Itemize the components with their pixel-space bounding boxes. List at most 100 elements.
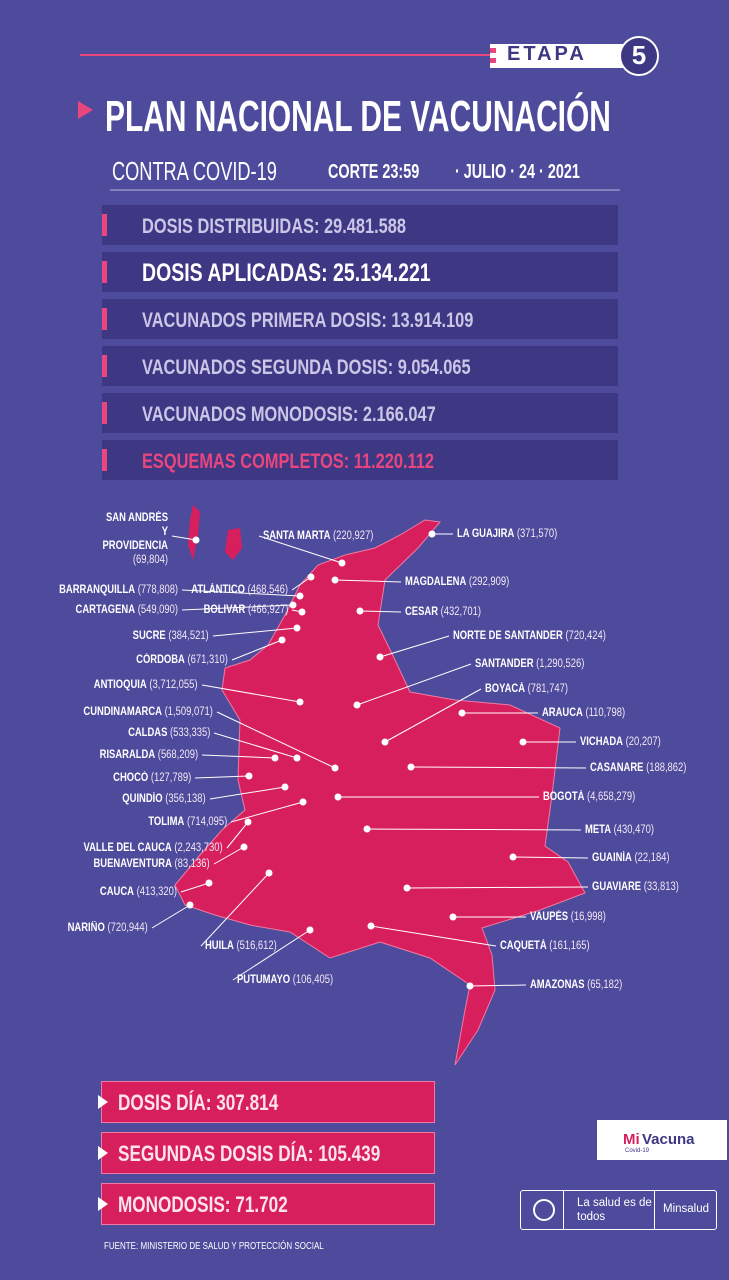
department-label: BOLIVAR (466,927) <box>185 603 288 617</box>
daily-line: SEGUNDAS DOSIS DÍA: 105.439 <box>118 1141 380 1167</box>
stat-accent <box>102 402 107 424</box>
badge-accent <box>490 48 496 53</box>
stat-label: VACUNADOS MONODOSIS: <box>142 403 359 426</box>
department-name: CASANARE <box>590 762 644 774</box>
department-dot <box>458 709 466 717</box>
stat-accent <box>102 261 107 283</box>
department-text: RISARALDA (568,209) <box>99 748 198 762</box>
department-label: MAGDALENA (292,909) <box>405 575 532 589</box>
stat-value: 25.134.221 <box>333 259 431 287</box>
stat-text: VACUNADOS MONODOSIS: 2.166.047 <box>142 403 519 427</box>
department-name: GUAVIARE <box>592 881 642 893</box>
department-label: VICHADA (20,207) <box>580 735 678 749</box>
date: · JULIO · 24 · 2021 <box>455 161 580 183</box>
leader-line <box>200 872 270 947</box>
department-label: SANTANDER (1,290,526) <box>475 657 608 671</box>
stat-text: ESQUEMAS COMPLETOS: 11.220.112 <box>142 450 516 474</box>
daily-text: MONODOSIS: 71.702 <box>118 1192 336 1218</box>
leader-line <box>410 766 587 769</box>
department-value: (161,165) <box>549 940 590 952</box>
department-name: ATLÁNTICO <box>191 584 246 596</box>
leader-line <box>359 610 402 613</box>
department-name: LA GUAJIRA <box>457 528 515 540</box>
leader-line <box>291 576 312 591</box>
department-dot <box>306 926 314 934</box>
department-text: VALLE DEL CAUCA (2,243,730) <box>84 841 223 855</box>
department-dot <box>298 608 306 616</box>
leader-line <box>181 589 301 597</box>
department-value: (3,712,055) <box>149 679 198 691</box>
island <box>188 505 200 560</box>
stat-value: 9.054.065 <box>397 356 471 379</box>
department-dot <box>293 624 301 632</box>
department-name: SANTANDER <box>475 658 534 670</box>
department-name: SAN ANDRÉS Y PROVIDENCIA <box>102 512 168 552</box>
department-value: (83,136) <box>174 858 210 870</box>
date-wrap: · JULIO · 24 · 2021 <box>455 161 628 184</box>
department-text: CAUCA (413,320) <box>100 885 177 899</box>
daily-triangle <box>98 1146 108 1160</box>
department-name: HUILA <box>205 940 234 952</box>
leader-line <box>334 579 402 583</box>
department-value: (468,546) <box>247 584 288 596</box>
department-value: (781,747) <box>527 683 568 695</box>
etapa-label: ETAPA <box>507 43 587 65</box>
leader-line <box>171 535 197 541</box>
department-value: (533,335) <box>169 727 210 739</box>
department-dot <box>428 530 436 538</box>
department-value: (384,521) <box>168 630 209 642</box>
department-dot <box>363 825 371 833</box>
department-text: SANTANDER (1,290,526) <box>475 657 584 671</box>
stat-text: VACUNADOS SEGUNDA DOSIS: 9.054.065 <box>142 356 563 380</box>
department-value: (356,138) <box>165 793 206 805</box>
department-value: (188,862) <box>646 762 687 774</box>
leader-line <box>379 635 450 658</box>
department-text: CUNDINAMARCA (1,509,071) <box>84 705 213 719</box>
department-label: META (430,470) <box>585 823 669 837</box>
daily-label: MONODOSIS: <box>118 1192 231 1217</box>
stat-row: ESQUEMAS COMPLETOS: 11.220.112 <box>102 440 618 480</box>
department-name: BUENAVENTURA <box>93 858 173 870</box>
department-value: (720,944) <box>107 922 148 934</box>
department-dot <box>245 772 253 780</box>
department-label: AMAZONAS (65,182) <box>530 978 643 992</box>
department-value: (413,320) <box>136 886 177 898</box>
department-value: (432,701) <box>440 606 482 618</box>
department-name: SANTA MARTA <box>263 530 331 542</box>
department-label: CALDAS (533,335) <box>110 726 210 740</box>
department-label: GUAVIARE (33,813) <box>592 880 698 894</box>
source: FUENTE: MINISTERIO DE SALUD Y PROTECCIÓN… <box>104 1241 324 1252</box>
department-dot <box>519 738 527 746</box>
department-dot <box>331 576 339 584</box>
department-text: CÓRDOBA (671,310) <box>136 653 228 667</box>
department-value: (568,209) <box>157 749 198 761</box>
department-name: CHOCÓ <box>112 772 149 784</box>
department-name: CÓRDOBA <box>136 654 186 666</box>
department-label: ARAUCA (110,798) <box>542 706 643 720</box>
department-dot <box>367 922 375 930</box>
daily-triangle <box>98 1197 108 1211</box>
department-name: TOLIMA <box>148 816 185 828</box>
department-label: CAUCA (413,320) <box>83 885 177 899</box>
department-name: CAQUETÁ <box>500 940 547 952</box>
stat-accent <box>102 214 107 236</box>
department-text: ANTIOQUIA (3,712,055) <box>94 678 198 692</box>
department-text: SUCRE (384,521) <box>133 629 209 643</box>
logo-sub: Covid-19 <box>625 1148 650 1154</box>
daily-text: SEGUNDAS DOSIS DÍA: 105.439 <box>118 1141 454 1167</box>
department-text: QUINDÍO (356,138) <box>123 792 206 806</box>
ministry-logo: La salud es de todos Minsalud <box>520 1190 717 1230</box>
department-name: AMAZONAS <box>530 979 585 991</box>
department-dot <box>293 754 301 762</box>
daily-line: DOSIS DÍA: 307.814 <box>118 1090 278 1116</box>
stat-line: VACUNADOS PRIMERA DOSIS: 13.914.109 <box>142 309 473 333</box>
department-dot <box>466 982 474 990</box>
department-label: BOYACÁ (781,747) <box>485 682 586 696</box>
stat-text: VACUNADOS PRIMERA DOSIS: 13.914.109 <box>142 309 567 333</box>
daily-value: 71.702 <box>235 1192 288 1217</box>
subtitle-wrap: CONTRA COVID-19 <box>112 156 348 187</box>
daily-value: 307.814 <box>216 1090 279 1115</box>
department-name: CESAR <box>405 606 439 618</box>
department-text: BOLIVAR (466,927) <box>203 603 288 617</box>
